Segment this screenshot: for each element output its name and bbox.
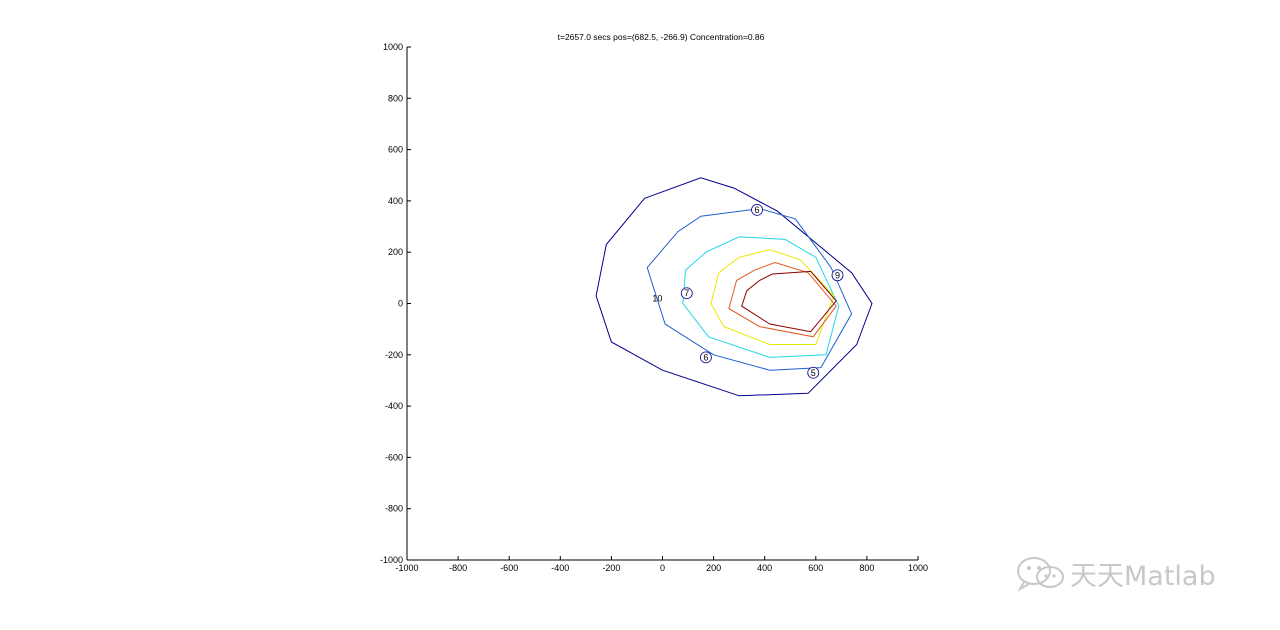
watermark: 天天Matlab <box>1012 553 1216 593</box>
contour-label-ring <box>680 287 693 300</box>
y-tick-label: -200 <box>385 350 403 360</box>
y-tick-label: 800 <box>388 93 403 103</box>
chart-title: t=2657.0 secs pos=(682.5, -266.9) Concen… <box>558 32 765 42</box>
contour-label-ring <box>700 351 712 364</box>
watermark-text: 天天Matlab <box>1070 560 1216 592</box>
x-tick-label: 1000 <box>908 563 928 573</box>
contour-label: 10 <box>652 293 662 303</box>
x-tick-label: 600 <box>808 563 823 573</box>
x-tick-label: 200 <box>706 563 721 573</box>
contour-label: 5 <box>811 368 816 378</box>
x-tick-label: -600 <box>500 563 518 573</box>
y-tick-label: -800 <box>385 504 403 514</box>
contour-label: 7 <box>684 288 689 298</box>
contour-labels: 6 9 10 7 6 5 <box>652 203 844 379</box>
x-tick-label: 800 <box>859 563 874 573</box>
x-tick-label: 400 <box>757 563 772 573</box>
contour-line-6 <box>741 270 837 333</box>
contour-label-ring <box>807 366 820 379</box>
y-tick-label: -400 <box>385 401 403 411</box>
x-tick-label: -800 <box>449 563 467 573</box>
contour-label-ring <box>751 203 763 216</box>
contour-line-4 <box>710 249 835 345</box>
contour-label: 6 <box>703 352 708 362</box>
y-tick-label: -1000 <box>380 555 403 565</box>
contour-label: 6 <box>755 205 760 215</box>
x-tick-label: 0 <box>660 563 665 573</box>
contour-line-2 <box>646 208 853 371</box>
x-tick-label: -400 <box>551 563 569 573</box>
y-tick-label: 200 <box>388 247 403 257</box>
contour-line-3 <box>682 236 840 358</box>
contour-line-5 <box>728 261 837 338</box>
wechat-icon <box>1017 557 1064 592</box>
y-tick-label: 400 <box>388 196 403 206</box>
axes: -1000 -800 -600 -400 -200 0 200 400 600 800 1000 -1… <box>380 42 928 573</box>
x-tick-label: -200 <box>602 563 620 573</box>
y-tick-label: 0 <box>398 299 403 309</box>
contour-lines <box>595 177 873 397</box>
y-tick-label: 600 <box>388 145 403 155</box>
contour-line-1 <box>595 177 873 397</box>
y-tick-label: 1000 <box>383 42 403 52</box>
x-tick-label: -1000 <box>395 563 418 573</box>
contour-label: 9 <box>835 270 840 280</box>
y-tick-label: -600 <box>385 452 403 462</box>
contour-label-ring <box>831 269 844 282</box>
